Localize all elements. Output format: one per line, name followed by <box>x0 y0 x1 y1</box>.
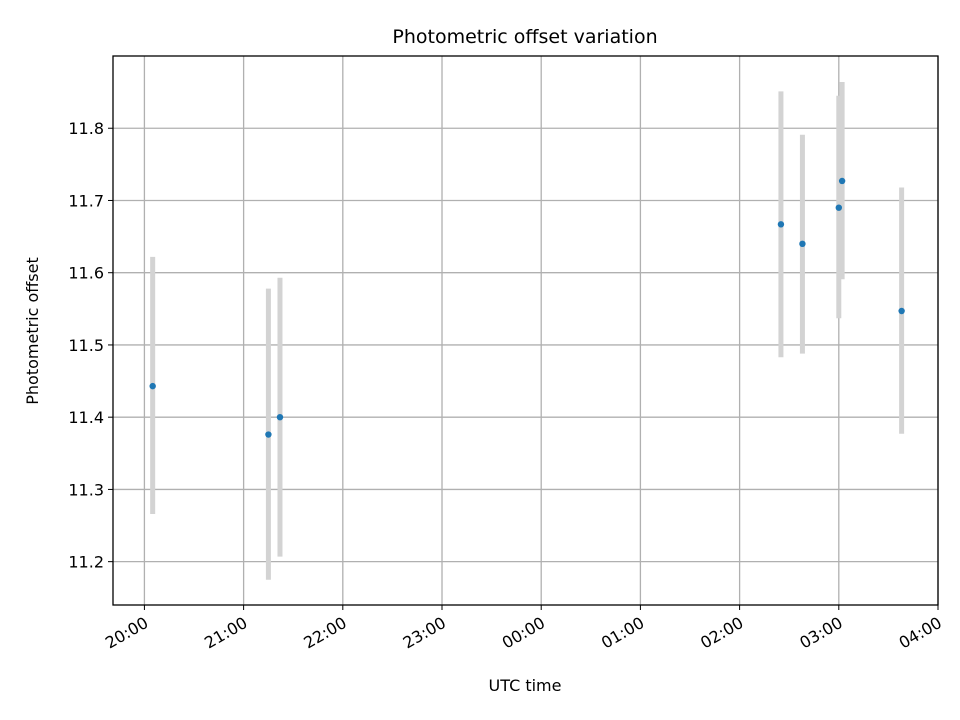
x-tick-label: 20:00 <box>102 613 151 653</box>
data-point <box>276 413 284 421</box>
point-group <box>149 177 905 438</box>
x-tick-label: 21:00 <box>201 613 250 653</box>
y-tick-label: 11.5 <box>68 336 104 355</box>
data-point <box>149 382 156 390</box>
x-tick-label: 23:00 <box>400 613 449 653</box>
data-point <box>777 221 785 228</box>
data-point <box>265 431 272 438</box>
x-tick-label: 22:00 <box>300 613 349 653</box>
x-axis-ticks: 20:00 21:00 22:00 23:00 00:00 01:00 02:00 03:00… <box>102 605 945 653</box>
y-tick-label: 11.8 <box>68 119 104 138</box>
y-axis-title: Photometric offset <box>23 257 42 405</box>
x-tick-label: 04:00 <box>896 613 945 653</box>
y-tick-label: 11.2 <box>68 553 104 572</box>
errorbar-group <box>150 82 905 580</box>
x-tick-label: 02:00 <box>697 613 746 653</box>
y-tick-label: 11.6 <box>68 264 104 283</box>
x-tick-label: 01:00 <box>598 613 647 653</box>
plot-frame <box>112 55 939 606</box>
data-point <box>799 240 806 248</box>
data-point <box>838 177 846 185</box>
y-axis-ticks: 11.2 11.3 11.4 11.5 11.6 11.7 11.8 <box>68 119 113 572</box>
y-gridlines <box>113 127 938 563</box>
data-point <box>898 307 905 315</box>
x-gridlines <box>143 56 939 605</box>
data-point <box>835 204 843 211</box>
y-tick-label: 11.7 <box>68 191 104 210</box>
y-tick-label: 11.4 <box>68 408 104 427</box>
x-tick-label: 03:00 <box>796 613 845 653</box>
x-tick-label: 00:00 <box>499 613 548 653</box>
x-axis-title: UTC time <box>489 676 562 695</box>
y-tick-label: 11.3 <box>68 480 104 499</box>
chart-title: Photometric offset variation <box>392 26 657 48</box>
